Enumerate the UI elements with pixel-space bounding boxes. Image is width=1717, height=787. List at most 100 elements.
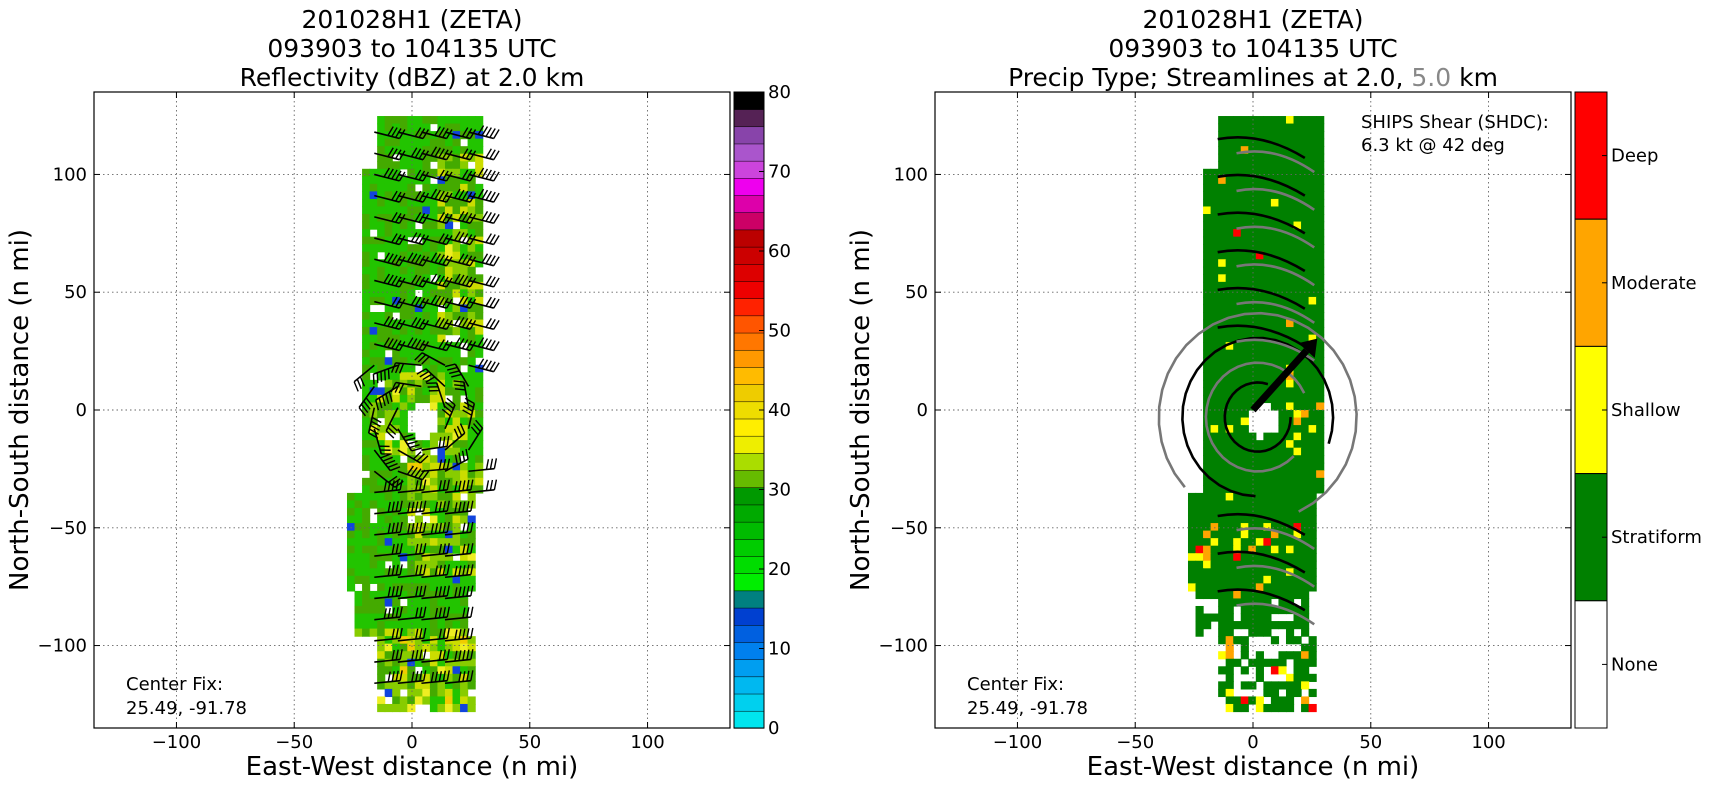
precip-cell bbox=[1187, 523, 1197, 532]
reflectivity-cell bbox=[422, 538, 431, 547]
precip-cell bbox=[1187, 575, 1197, 584]
precip-cell bbox=[1278, 583, 1287, 592]
reflectivity-cell bbox=[429, 304, 439, 313]
colorbar-swatch bbox=[733, 693, 765, 712]
reflectivity-cell bbox=[422, 387, 431, 396]
precip-cell bbox=[1308, 477, 1317, 486]
precip-cell bbox=[1218, 387, 1227, 396]
precip-cell bbox=[1263, 455, 1272, 464]
right-center-fix-label: Center Fix: bbox=[967, 674, 1064, 695]
precip-cell bbox=[1225, 116, 1234, 125]
precip-cell bbox=[1316, 312, 1325, 321]
precip-cell bbox=[1195, 583, 1204, 592]
reflectivity-cell bbox=[369, 251, 378, 260]
precip-cell bbox=[1255, 605, 1264, 615]
reflectivity-cell bbox=[460, 183, 469, 193]
reflectivity-cell bbox=[422, 176, 431, 185]
reflectivity-cell bbox=[422, 349, 431, 358]
reflectivity-cell bbox=[362, 425, 371, 434]
precip-cell bbox=[1278, 432, 1287, 441]
reflectivity-cell bbox=[414, 568, 423, 577]
reflectivity-cell bbox=[407, 681, 416, 690]
precip-cell bbox=[1240, 455, 1249, 464]
precip-cell bbox=[1203, 176, 1212, 185]
precip-cell bbox=[1255, 183, 1264, 193]
reflectivity-cell bbox=[384, 327, 393, 336]
reflectivity-cell bbox=[414, 462, 423, 471]
precip-cell bbox=[1270, 274, 1280, 283]
wind-barb bbox=[358, 385, 375, 417]
precip-cell bbox=[1270, 183, 1280, 193]
precip-cell bbox=[1233, 598, 1242, 607]
reflectivity-cell bbox=[392, 410, 401, 419]
precip-cell bbox=[1248, 432, 1257, 441]
precip-cell bbox=[1203, 447, 1212, 456]
reflectivity-cell bbox=[414, 658, 423, 667]
precip-cell bbox=[1255, 266, 1264, 275]
reflectivity-cell bbox=[369, 447, 378, 456]
colorbar-tick-label: 10 bbox=[768, 639, 791, 660]
reflectivity-cell bbox=[346, 507, 356, 517]
precip-cell bbox=[1278, 417, 1287, 426]
precip-cell bbox=[1240, 387, 1249, 396]
reflectivity-cell bbox=[362, 221, 371, 230]
precip-cell bbox=[1203, 289, 1212, 298]
reflectivity-cell bbox=[467, 379, 476, 388]
precip-cell bbox=[1255, 666, 1264, 675]
precip-cell bbox=[1278, 394, 1287, 404]
precip-cell bbox=[1240, 500, 1249, 509]
reflectivity-cell bbox=[475, 485, 484, 494]
reflectivity-cell bbox=[392, 214, 401, 223]
precip-cell bbox=[1233, 244, 1242, 253]
precip-cell bbox=[1270, 703, 1280, 713]
reflectivity-cell bbox=[475, 312, 484, 321]
precip-cell bbox=[1263, 327, 1272, 336]
wind-barb bbox=[416, 368, 446, 388]
reflectivity-cell bbox=[362, 372, 371, 381]
precip-cell bbox=[1301, 553, 1310, 562]
precip-cell bbox=[1225, 183, 1234, 193]
streamline bbox=[1217, 136, 1306, 160]
reflectivity-cell bbox=[429, 319, 439, 328]
precip-cell bbox=[1270, 477, 1280, 486]
reflectivity-cell bbox=[392, 598, 401, 607]
reflectivity-cell bbox=[399, 515, 408, 524]
reflectivity-cell bbox=[369, 485, 378, 494]
precip-cell bbox=[1218, 319, 1227, 328]
precip-cell bbox=[1225, 530, 1234, 539]
precip-cell bbox=[1195, 492, 1204, 502]
precip-cell bbox=[1285, 379, 1295, 388]
reflectivity-cell bbox=[452, 673, 461, 682]
precip-cell bbox=[1270, 440, 1280, 449]
precip-cell bbox=[1240, 244, 1249, 253]
precip-cell bbox=[1225, 372, 1234, 381]
precip-cell bbox=[1203, 281, 1212, 290]
precip-cell bbox=[1308, 688, 1317, 698]
precip-cell bbox=[1301, 545, 1310, 554]
reflectivity-cell bbox=[384, 229, 393, 238]
precip-cell bbox=[1301, 462, 1310, 471]
precip-cell bbox=[1263, 613, 1272, 622]
precip-cell bbox=[1278, 590, 1287, 600]
precip-cell bbox=[1255, 214, 1264, 223]
precip-cell bbox=[1248, 116, 1257, 125]
reflectivity-cell bbox=[467, 575, 476, 584]
precip-cell bbox=[1301, 402, 1310, 411]
reflectivity-cell bbox=[384, 394, 393, 404]
reflectivity-cell bbox=[444, 357, 454, 366]
precip-cell bbox=[1203, 357, 1212, 366]
reflectivity-cell bbox=[452, 394, 461, 404]
precip-cell bbox=[1240, 425, 1249, 434]
colorbar-swatch bbox=[733, 658, 765, 678]
precip-cell bbox=[1255, 146, 1264, 155]
reflectivity-cell bbox=[399, 507, 408, 517]
precip-cell bbox=[1233, 289, 1242, 298]
reflectivity-cell bbox=[369, 568, 378, 577]
reflectivity-cell bbox=[377, 176, 386, 185]
precip-cell bbox=[1278, 402, 1287, 411]
precip-cell bbox=[1210, 553, 1219, 562]
precip-cell bbox=[1240, 651, 1249, 660]
reflectivity-cell bbox=[467, 221, 476, 230]
y-tick-label: 100 bbox=[894, 164, 928, 185]
